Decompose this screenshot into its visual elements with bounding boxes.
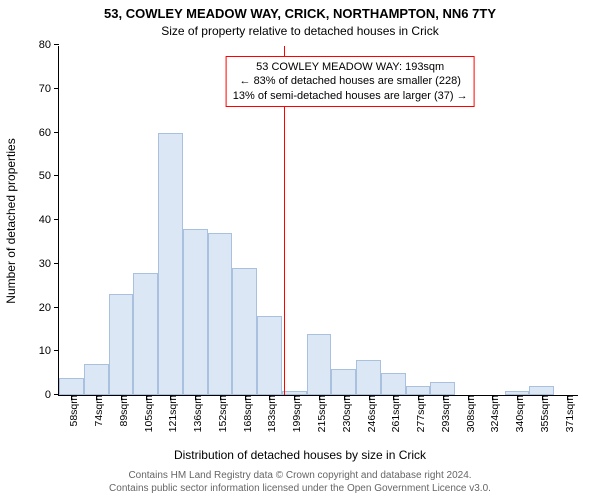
x-tick-label: 324sqm [483, 395, 501, 432]
y-tick: 20 [39, 302, 59, 314]
x-tick-label: 58sqm [62, 395, 80, 427]
x-tick-label: 168sqm [236, 395, 254, 432]
y-tick: 0 [45, 389, 59, 401]
x-tick-label: 215sqm [310, 395, 328, 432]
histogram-bar [257, 316, 282, 395]
histogram-bar [133, 273, 158, 396]
chart-container: 53, COWLEY MEADOW WAY, CRICK, NORTHAMPTO… [0, 0, 600, 500]
x-tick-label: 105sqm [137, 395, 155, 432]
x-tick-label: 199sqm [285, 395, 303, 432]
annotation-line: ← 83% of detached houses are smaller (22… [233, 74, 468, 88]
footer-line-2: Contains public sector information licen… [0, 483, 600, 494]
histogram-bar [381, 373, 406, 395]
plot-area: 0102030405060708058sqm74sqm89sqm105sqm12… [58, 46, 578, 396]
histogram-bar [208, 233, 233, 395]
y-tick: 60 [39, 127, 59, 139]
x-tick-label: 89sqm [112, 395, 130, 427]
histogram-bar [406, 386, 431, 395]
x-tick-label: 136sqm [186, 395, 204, 432]
y-tick: 80 [39, 39, 59, 51]
x-tick-label: 183sqm [260, 395, 278, 432]
x-tick-label: 261sqm [384, 395, 402, 432]
y-tick: 50 [39, 170, 59, 182]
x-tick-label: 293sqm [434, 395, 452, 432]
histogram-bar [59, 378, 84, 396]
annotation-line: 13% of semi-detached houses are larger (… [233, 89, 468, 103]
y-axis-label: Number of detached properties [4, 138, 18, 303]
x-axis-label: Distribution of detached houses by size … [0, 448, 600, 462]
x-tick-label: 74sqm [87, 395, 105, 427]
annotation-box: 53 COWLEY MEADOW WAY: 193sqm← 83% of det… [226, 56, 475, 107]
histogram-bar [232, 268, 257, 395]
x-tick-label: 230sqm [335, 395, 353, 432]
y-tick: 30 [39, 258, 59, 270]
chart-title: 53, COWLEY MEADOW WAY, CRICK, NORTHAMPTO… [0, 6, 600, 21]
x-tick-label: 246sqm [360, 395, 378, 432]
histogram-bar [430, 382, 455, 395]
x-tick-label: 355sqm [533, 395, 551, 432]
histogram-bar [529, 386, 554, 395]
chart-subtitle: Size of property relative to detached ho… [0, 24, 600, 38]
histogram-bar [356, 360, 381, 395]
x-tick-label: 340sqm [508, 395, 526, 432]
histogram-bar [84, 364, 109, 395]
histogram-bar [331, 369, 356, 395]
x-tick-label: 371sqm [558, 395, 576, 432]
histogram-bar [307, 334, 332, 395]
y-tick: 40 [39, 214, 59, 226]
x-tick-label: 152sqm [211, 395, 229, 432]
x-tick-label: 308sqm [459, 395, 477, 432]
histogram-bar [158, 133, 183, 396]
y-tick: 70 [39, 83, 59, 95]
histogram-bar [109, 294, 134, 395]
x-tick-label: 121sqm [161, 395, 179, 432]
x-tick-label: 277sqm [409, 395, 427, 432]
footer-line-1: Contains HM Land Registry data © Crown c… [0, 470, 600, 481]
histogram-bar [183, 229, 208, 395]
annotation-line: 53 COWLEY MEADOW WAY: 193sqm [233, 60, 468, 74]
y-tick: 10 [39, 345, 59, 357]
